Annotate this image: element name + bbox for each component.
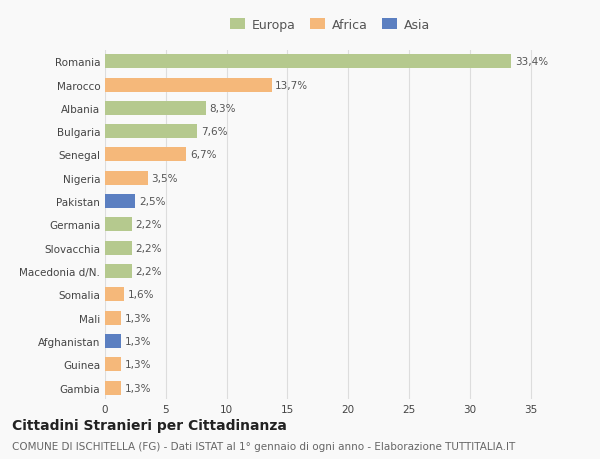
Bar [105,148,187,162]
Bar [105,358,121,371]
Bar [105,381,121,395]
Text: 13,7%: 13,7% [275,80,308,90]
Text: 2,5%: 2,5% [139,196,166,207]
Bar [105,55,511,69]
Bar [105,125,197,139]
Text: 2,2%: 2,2% [136,243,162,253]
Text: 2,2%: 2,2% [136,220,162,230]
Text: 1,3%: 1,3% [124,313,151,323]
Text: 1,3%: 1,3% [124,383,151,393]
Bar [105,264,132,279]
Bar [105,218,132,232]
Bar [105,101,206,116]
Bar [105,171,148,185]
Text: 1,6%: 1,6% [128,290,155,300]
Text: 1,3%: 1,3% [124,336,151,346]
Text: 2,2%: 2,2% [136,266,162,276]
Text: 8,3%: 8,3% [209,104,236,114]
Text: COMUNE DI ISCHITELLA (FG) - Dati ISTAT al 1° gennaio di ogni anno - Elaborazione: COMUNE DI ISCHITELLA (FG) - Dati ISTAT a… [12,441,515,451]
Text: 7,6%: 7,6% [201,127,227,137]
Text: Cittadini Stranieri per Cittadinanza: Cittadini Stranieri per Cittadinanza [12,418,287,431]
Bar [105,311,121,325]
Text: 6,7%: 6,7% [190,150,217,160]
Bar [105,334,121,348]
Bar [105,195,136,209]
Bar [105,288,124,302]
Text: 33,4%: 33,4% [515,57,548,67]
Bar [105,78,272,92]
Text: 1,3%: 1,3% [124,359,151,369]
Text: 3,5%: 3,5% [151,174,178,184]
Bar [105,241,132,255]
Legend: Europa, Africa, Asia: Europa, Africa, Asia [226,15,434,35]
